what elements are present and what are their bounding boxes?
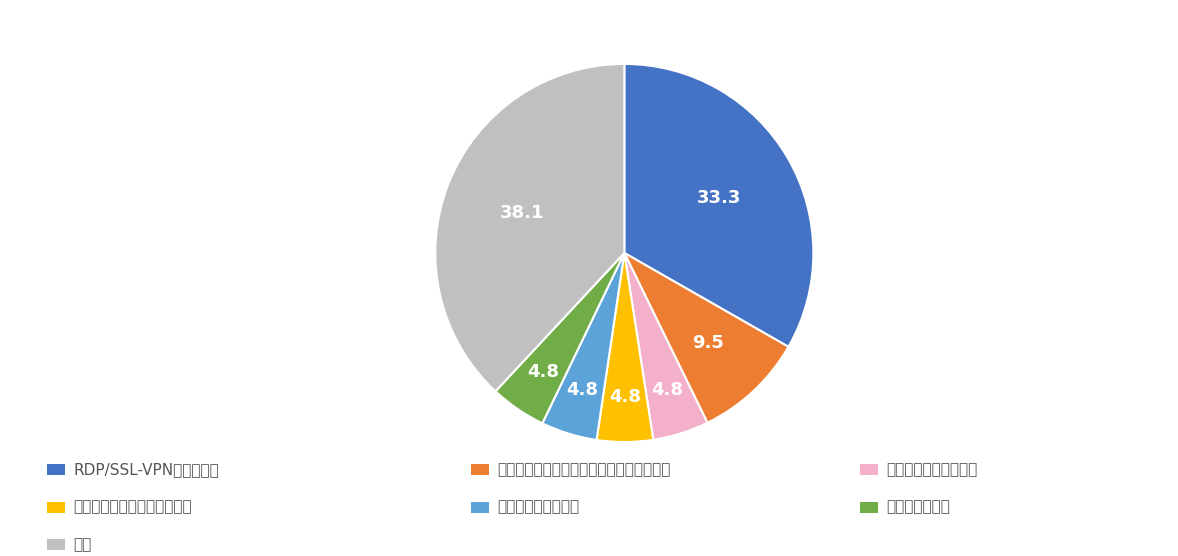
Wedge shape	[624, 253, 788, 423]
Text: 不明: 不明	[73, 538, 91, 552]
Text: その他のシステムの脆弱性を悪用する攻撃: その他のシステムの脆弱性を悪用する攻撃	[497, 462, 670, 476]
Text: クラウドサービスの認証突破: クラウドサービスの認証突破	[73, 500, 192, 514]
Text: 38.1: 38.1	[501, 204, 544, 222]
Text: 4.8: 4.8	[651, 381, 683, 399]
Text: 33.3: 33.3	[697, 189, 741, 207]
Wedge shape	[596, 253, 654, 442]
Text: 4.8: 4.8	[528, 363, 560, 381]
Wedge shape	[542, 253, 624, 440]
Text: 4.8: 4.8	[609, 388, 641, 406]
Bar	[860, 464, 878, 475]
Wedge shape	[624, 253, 708, 440]
Text: 水飲み場型攻撃: 水飲み場型攻撃	[886, 500, 949, 514]
Bar	[47, 502, 65, 513]
Text: メールの添付ファイル: メールの添付ファイル	[886, 462, 977, 476]
Wedge shape	[624, 64, 813, 347]
Bar	[860, 502, 878, 513]
Bar	[47, 539, 65, 550]
Text: フィッシングメール: フィッシングメール	[497, 500, 580, 514]
Wedge shape	[496, 253, 624, 423]
Bar	[47, 464, 65, 475]
Text: 4.8: 4.8	[567, 381, 598, 399]
Text: 9.5: 9.5	[693, 334, 724, 351]
Bar	[471, 464, 489, 475]
Wedge shape	[436, 64, 624, 391]
Bar	[471, 502, 489, 513]
Text: RDP/SSL-VPNからの侵入: RDP/SSL-VPNからの侵入	[73, 462, 219, 476]
